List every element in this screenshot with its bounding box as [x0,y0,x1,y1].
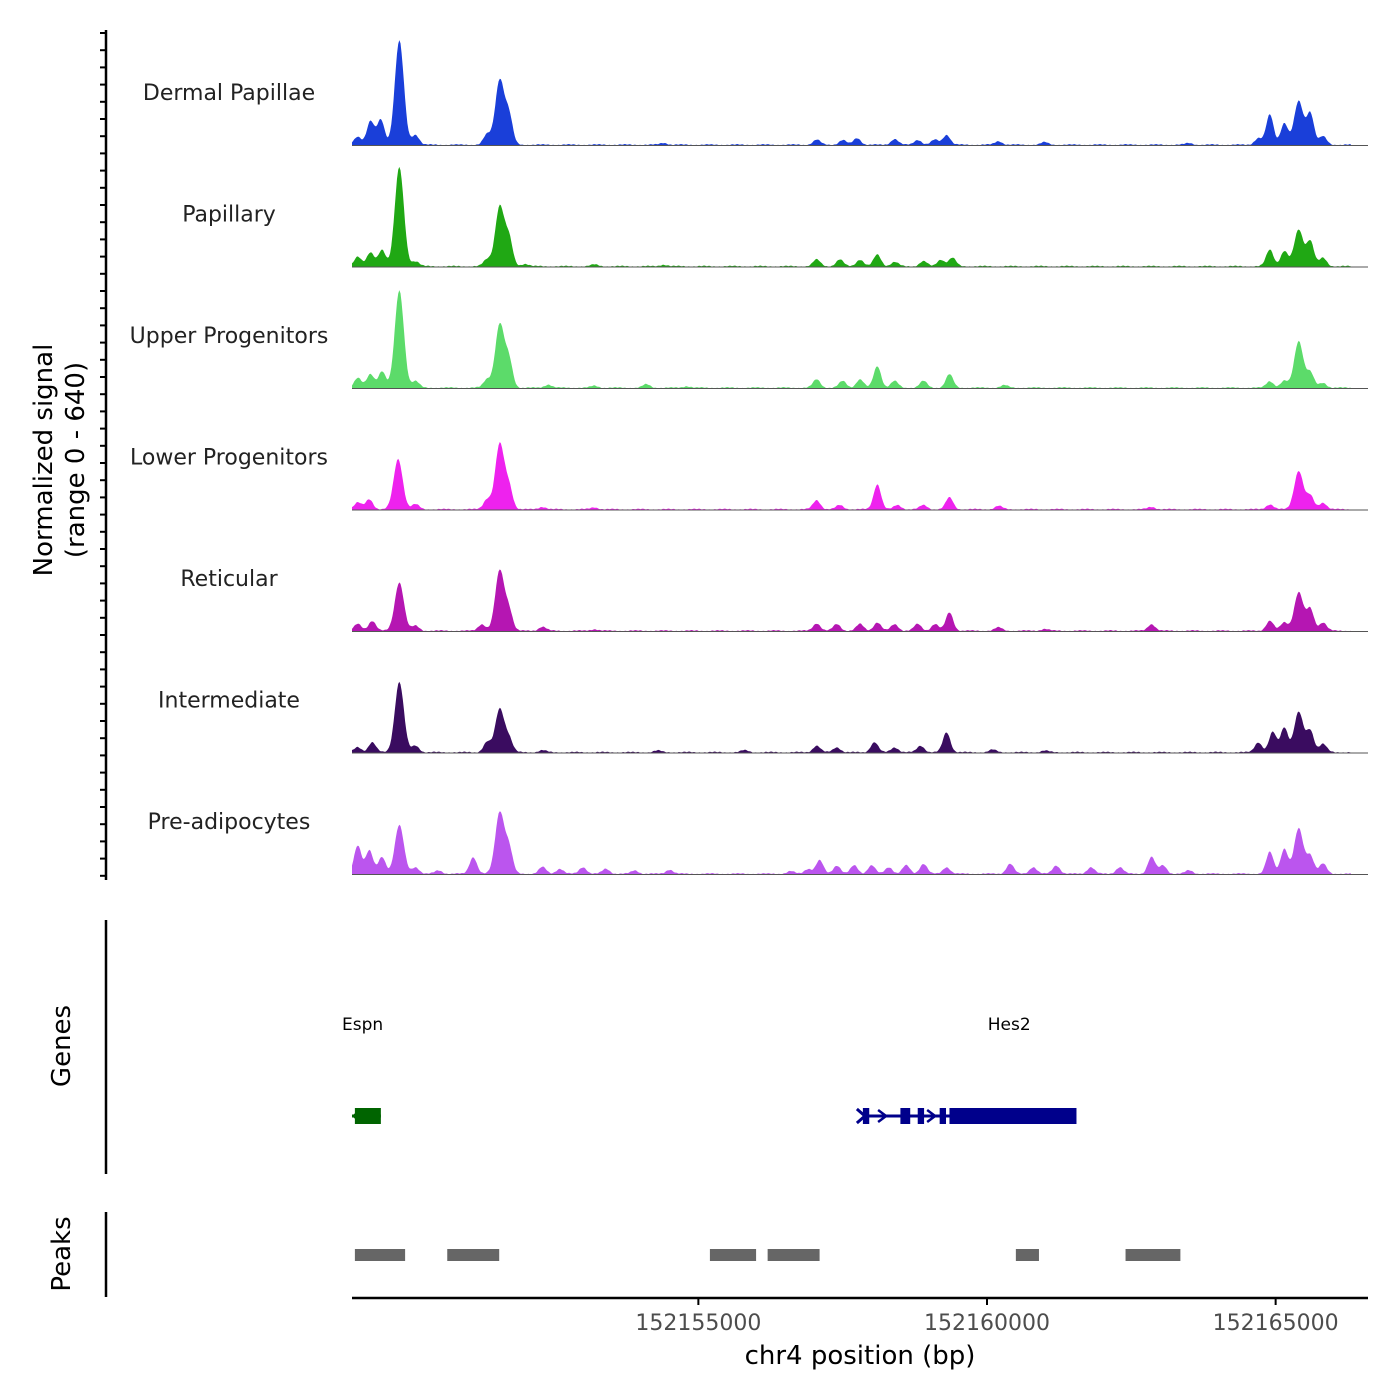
peak-region [354,1249,406,1261]
gene-label: Hes2 [988,1015,1031,1035]
coverage-area [352,569,1351,632]
track-upper-progenitors: Upper Progenitors [130,290,1368,389]
track-label: Lower Progenitors [130,446,328,471]
peaks-panel [104,1212,1181,1297]
track-papillary: Papillary [182,166,1368,268]
x-tick-label: 152155000 [635,1311,761,1336]
genes-panel: Espn Hes2 [104,920,1077,1174]
x-tick-label: 152160000 [924,1311,1050,1336]
x-axis: 152155000 152160000 152165000 [352,1296,1368,1336]
gene-exon [949,1108,1077,1124]
track-label: Papillary [182,203,276,228]
gene-espn: Espn [342,1015,383,1124]
track-pre-adipocytes: Pre-adipocytes [148,810,1368,875]
strand-arrow [855,1107,868,1125]
y-axis-label-line1: Normalized signal [29,344,59,577]
gene-exon [917,1108,925,1124]
peak-region [709,1249,757,1261]
peak-region [1015,1249,1039,1261]
track-label: Dermal Papillae [143,81,315,106]
peak-region [1125,1249,1181,1261]
strand-arrow [877,1109,889,1123]
coverage-area [352,290,1351,389]
gene-exon [900,1108,911,1124]
x-tick-label: 152165000 [1213,1311,1339,1336]
coverage-tracks: Dermal Papillae Papillary Upper Progenitor… [130,40,1368,875]
coverage-area [352,811,1351,875]
track-reticular: Reticular [180,567,1368,632]
x-axis-label: chr4 position (bp) [745,1341,976,1371]
coverage-area [352,166,1351,267]
gene-exon [354,1108,381,1124]
signal-y-axis [100,30,108,880]
track-intermediate: Intermediate [158,681,1368,754]
gene-exon [939,1108,947,1124]
coverage-area [352,442,1351,510]
peak-region [447,1249,500,1261]
track-label: Pre-adipocytes [148,810,311,835]
track-label: Intermediate [158,689,300,714]
track-label: Reticular [180,567,278,592]
gene-hes2: Hes2 [855,1015,1077,1125]
track-dermal-papillae: Dermal Papillae [143,40,1368,146]
coverage-area [352,681,1351,753]
peaks-panel-label: Peaks [47,1216,77,1291]
strand-arrow [926,1109,938,1123]
track-lower-progenitors: Lower Progenitors [130,442,1368,511]
strand-arrow [351,1108,361,1124]
track-label: Upper Progenitors [130,324,329,349]
gene-label: Espn [342,1015,383,1035]
y-axis-label-line2: (range 0 - 640) [61,362,91,558]
coverage-area [352,40,1351,146]
genes-panel-label: Genes [47,1005,77,1087]
peak-region [767,1249,820,1261]
